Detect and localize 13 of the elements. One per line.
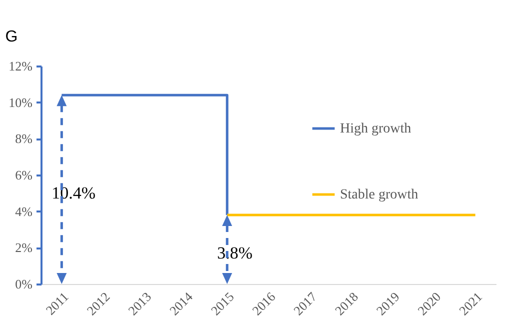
y-tick-label: 8% [15,131,33,146]
x-tick-label: 2021 [456,289,486,318]
y-tick-label: 2% [15,240,33,256]
annotation: 10.4% [52,184,96,203]
y-tick-label: 0% [15,276,33,292]
y-tick-label: 10% [8,94,33,110]
annotation: 3.8% [217,243,253,262]
y-tick-label: 12% [8,58,33,74]
legend-label: Stable growth [340,188,418,202]
y-axis-title: G [5,28,18,46]
y-tick-label: 4% [15,204,33,219]
legend-label: High growth [340,122,412,136]
y-tick-label: 6% [15,168,33,182]
